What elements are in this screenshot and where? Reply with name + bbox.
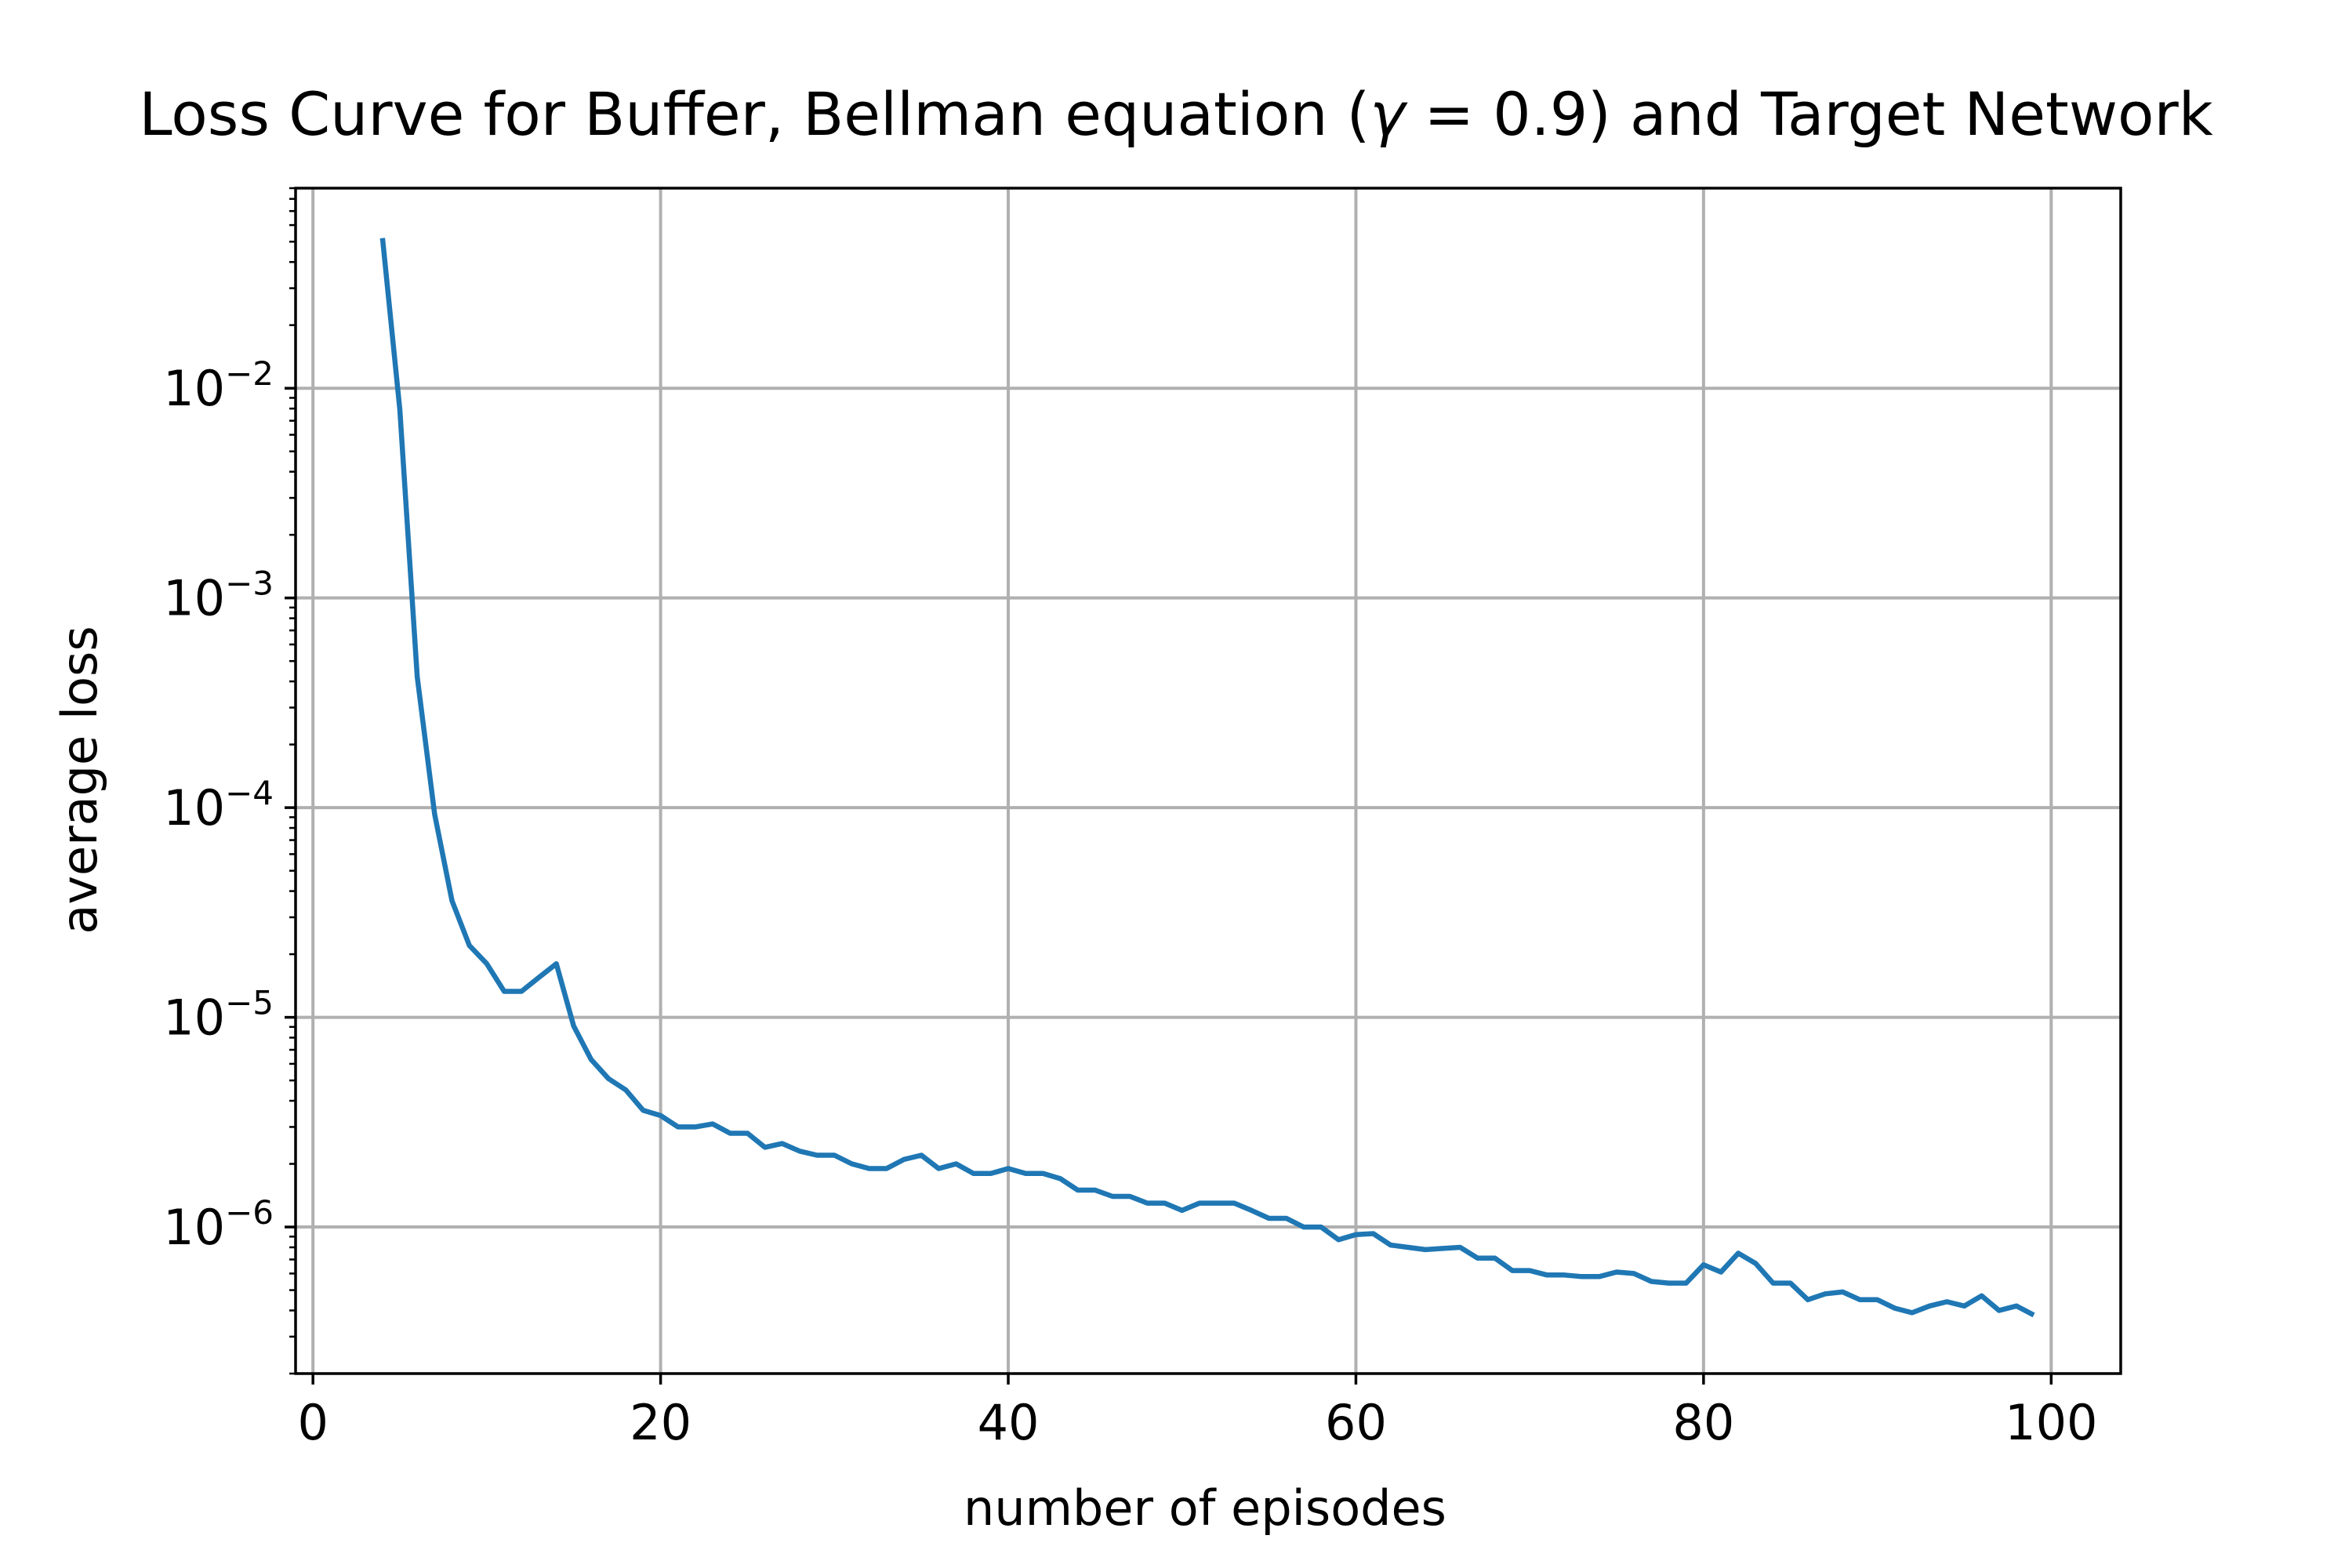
chart-title: Loss Curve for Buffer, Bellman equation … — [139, 79, 2212, 149]
x-tick-label: 40 — [978, 1394, 1040, 1451]
chart-title-rest: = 0.9) and Target Network — [1405, 79, 2212, 149]
x-axis: 0 20 40 60 80 100 — [297, 1374, 2097, 1451]
y-axis: 10−2 10−3 10−4 10−5 10−6 — [163, 187, 296, 1375]
y-tick-label: 10−2 — [163, 354, 274, 417]
axes-frame — [294, 187, 2122, 1375]
y-axis-label: average loss — [51, 626, 108, 934]
y-tick-label: 10−5 — [163, 984, 274, 1047]
x-tick-label: 100 — [2005, 1394, 2097, 1451]
y-tick-label: 10−6 — [163, 1193, 274, 1256]
x-tick-label: 80 — [1672, 1394, 1734, 1451]
x-tick-label: 20 — [630, 1394, 691, 1451]
loss-series-line — [379, 238, 2035, 1318]
x-tick-label: 60 — [1325, 1394, 1387, 1451]
plot-frame — [294, 187, 2122, 1375]
x-tick-label: 0 — [297, 1394, 328, 1451]
y-tick-label: 10−4 — [163, 774, 274, 837]
x-axis-label: number of episodes — [964, 1479, 1446, 1537]
series-layer — [379, 238, 2035, 1318]
chart-title-main: Loss Curve for Buffer, Bellman equation … — [139, 79, 1370, 149]
y-tick-label: 10−3 — [163, 564, 274, 627]
grid-lines — [296, 188, 2121, 1374]
chart-title-symbol: γ — [1370, 79, 1408, 149]
